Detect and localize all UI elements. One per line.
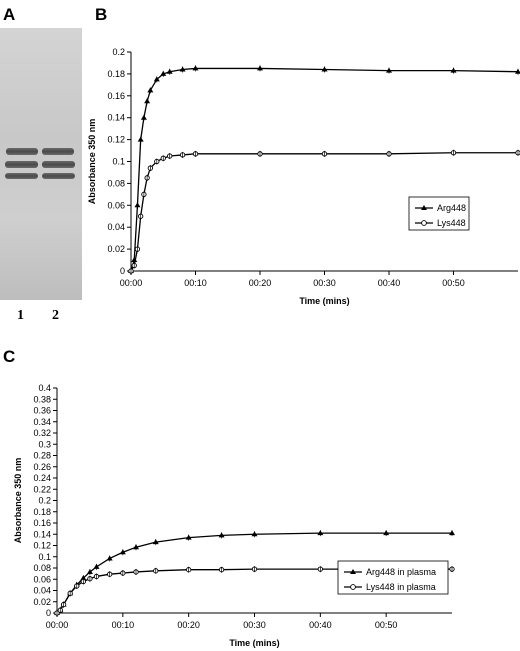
x-tick-label: 00:50 xyxy=(442,278,465,288)
legend-marker xyxy=(350,569,356,574)
x-tick-label: 00:00 xyxy=(120,278,143,288)
lane-label-1: 1 xyxy=(17,308,24,323)
x-tick-label: 00:20 xyxy=(177,620,200,630)
gel-image xyxy=(0,28,82,300)
y-tick-label: 0.28 xyxy=(33,451,51,461)
y-tick-label: 0.18 xyxy=(107,69,125,79)
legend-label: Arg448 in plasma xyxy=(366,567,436,577)
y-tick-label: 0.02 xyxy=(33,597,51,607)
x-tick-label: 00:40 xyxy=(378,278,401,288)
y-tick-label: 0.08 xyxy=(107,178,125,188)
gel-band xyxy=(42,161,75,168)
gel-band xyxy=(5,161,38,168)
y-tick-label: 0.12 xyxy=(33,541,51,551)
gel-band xyxy=(6,148,38,155)
x-tick-label: 00:10 xyxy=(184,278,207,288)
y-tick-label: 0.24 xyxy=(33,473,51,483)
legend-label: Arg448 xyxy=(437,203,466,213)
x-tick-label: 00:10 xyxy=(112,620,135,630)
y-tick-label: 0.14 xyxy=(107,113,125,123)
panel-label-c: C xyxy=(3,347,16,366)
y-axis-title: Absorbance 350 nm xyxy=(87,119,97,205)
x-axis-title: Time (mins) xyxy=(229,638,279,648)
gel-band xyxy=(42,173,75,179)
x-tick-label: 00:30 xyxy=(243,620,266,630)
gel-band xyxy=(42,148,74,155)
y-tick-label: 0.16 xyxy=(107,91,125,101)
y-tick-label: 0.2 xyxy=(112,47,125,57)
y-tick-label: 0.1 xyxy=(38,552,51,562)
x-tick-label: 00:20 xyxy=(249,278,272,288)
y-tick-label: 0.4 xyxy=(38,383,51,393)
y-tick-label: 0.2 xyxy=(38,496,51,506)
y-tick-label: 0.02 xyxy=(107,244,125,254)
legend-label: Lys448 xyxy=(437,218,466,228)
y-tick-label: 0.04 xyxy=(33,586,51,596)
y-tick-label: 0.04 xyxy=(107,222,125,232)
x-tick-label: 00:30 xyxy=(313,278,336,288)
data-point xyxy=(515,68,520,74)
panel-label-b: B xyxy=(95,5,108,24)
y-tick-label: 0.12 xyxy=(107,135,125,145)
y-tick-label: 0.32 xyxy=(33,428,51,438)
panel-label-a: A xyxy=(3,5,16,24)
gel-band xyxy=(5,173,38,179)
y-tick-label: 0 xyxy=(46,608,51,618)
y-tick-label: 0.26 xyxy=(33,462,51,472)
legend-marker xyxy=(421,220,427,226)
x-tick-label: 00:50 xyxy=(375,620,398,630)
y-tick-label: 0.08 xyxy=(33,563,51,573)
y-tick-label: 0.06 xyxy=(107,200,125,210)
y-tick-label: 0.18 xyxy=(33,507,51,517)
x-tick-label: 00:00 xyxy=(46,620,69,630)
legend-marker xyxy=(350,584,356,590)
y-tick-label: 0.1 xyxy=(112,157,125,167)
y-tick-label: 0.06 xyxy=(33,574,51,584)
lane-label-2: 2 xyxy=(52,308,59,323)
y-tick-label: 0.22 xyxy=(33,484,51,494)
y-axis-title: Absorbance 350 nm xyxy=(13,458,23,544)
legend-label: Lys448 in plasma xyxy=(366,582,436,592)
y-tick-label: 0.34 xyxy=(33,417,51,427)
y-tick-label: 0.36 xyxy=(33,406,51,416)
y-tick-label: 0 xyxy=(120,266,125,276)
legend-box xyxy=(408,196,470,231)
y-tick-label: 0.3 xyxy=(38,439,51,449)
legend-box xyxy=(337,560,449,595)
y-tick-label: 0.38 xyxy=(33,394,51,404)
x-tick-label: 00:40 xyxy=(309,620,332,630)
y-tick-label: 0.14 xyxy=(33,529,51,539)
x-axis-title: Time (mins) xyxy=(299,296,349,306)
y-tick-label: 0.16 xyxy=(33,518,51,528)
legend-marker xyxy=(421,205,427,210)
